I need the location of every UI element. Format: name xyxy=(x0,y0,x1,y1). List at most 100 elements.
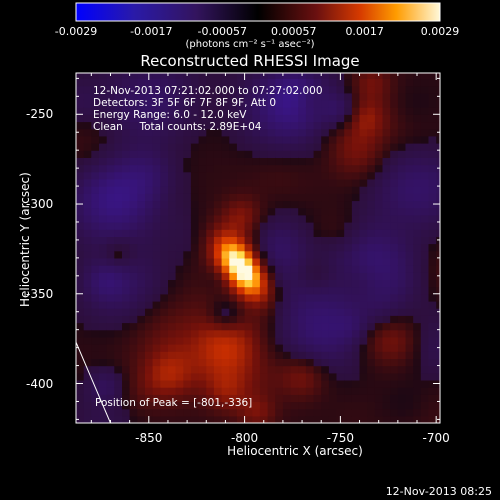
heatmap-cell xyxy=(198,300,207,309)
heatmap-cell xyxy=(99,150,108,158)
heatmap-cell xyxy=(259,293,269,302)
heatmap-cell xyxy=(374,107,384,115)
heatmap-cell xyxy=(168,121,177,130)
heatmap-cell xyxy=(351,78,361,87)
heatmap-cell xyxy=(91,336,100,345)
heatmap-cell xyxy=(390,279,399,288)
heatmap-cell xyxy=(336,344,345,352)
heatmap-cell xyxy=(160,178,169,187)
heatmap-cell xyxy=(436,329,440,338)
heatmap-cell xyxy=(91,387,100,395)
heatmap-cell xyxy=(321,128,330,137)
heatmap-cell xyxy=(359,222,368,230)
heatmap-cell xyxy=(290,379,299,388)
heatmap-cell xyxy=(275,164,284,173)
heatmap-cell xyxy=(305,351,315,359)
heatmap-cell xyxy=(83,78,92,87)
heatmap-cell xyxy=(336,394,345,403)
heatmap-cell xyxy=(298,329,307,338)
heatmap-cell xyxy=(206,286,215,295)
heatmap-cell xyxy=(229,358,238,367)
heatmap-cell xyxy=(267,300,276,309)
heatmap-cell xyxy=(206,85,215,94)
heatmap-cell xyxy=(397,351,407,359)
heatmap-cell xyxy=(91,143,100,151)
heatmap-cell xyxy=(91,372,100,381)
heatmap-cell xyxy=(436,387,440,395)
heatmap-cell xyxy=(106,214,115,223)
heatmap-cell xyxy=(397,135,407,144)
heatmap-cell xyxy=(259,78,269,87)
heatmap-cell xyxy=(236,351,246,359)
heatmap-cell xyxy=(129,379,138,388)
heatmap-cell xyxy=(160,164,169,173)
heatmap-cell xyxy=(367,272,376,280)
heatmap-cell xyxy=(336,200,345,209)
heatmap-cell xyxy=(236,114,246,123)
heatmap-cell xyxy=(313,315,322,324)
heatmap-cell xyxy=(252,164,261,173)
heatmap-cell xyxy=(390,121,399,130)
heatmap-cell xyxy=(152,164,161,173)
heatmap-cell xyxy=(145,387,154,395)
heatmap-cell xyxy=(229,401,238,410)
heatmap-cell xyxy=(99,85,108,94)
heatmap-cell xyxy=(83,207,92,216)
heatmap-cell xyxy=(114,387,123,395)
heatmap-cell xyxy=(160,394,169,403)
heatmap-cell xyxy=(359,186,368,194)
heatmap-cell xyxy=(436,78,440,87)
heatmap-cell xyxy=(267,394,276,403)
heatmap-cell xyxy=(336,250,345,259)
heatmap-cell xyxy=(190,78,200,87)
heatmap-cell xyxy=(397,99,407,108)
heatmap-cell xyxy=(145,85,154,94)
heatmap-cell xyxy=(405,257,414,266)
heatmap-cell xyxy=(236,286,246,295)
heatmap-cell xyxy=(336,401,345,410)
heatmap-cell xyxy=(405,272,414,280)
heatmap-cell xyxy=(267,73,276,79)
heatmap-cell xyxy=(267,401,276,410)
heatmap-cell xyxy=(229,272,238,280)
heatmap-cell xyxy=(145,336,154,345)
heatmap-cell xyxy=(129,265,138,273)
heatmap-cell xyxy=(83,322,92,331)
heatmap-cell xyxy=(137,286,146,295)
heatmap-cell xyxy=(160,222,169,230)
heatmap-cell xyxy=(282,286,292,295)
heatmap-cell xyxy=(405,229,414,237)
heatmap-cell xyxy=(122,171,131,180)
heatmap-cell xyxy=(351,222,361,230)
heatmap-cell xyxy=(152,92,161,101)
heatmap-cell xyxy=(298,78,307,87)
heatmap-cell xyxy=(183,171,192,180)
heatmap-cell xyxy=(252,171,261,180)
heatmap-cell xyxy=(336,286,345,295)
heatmap-cell xyxy=(336,365,345,374)
heatmap-cell xyxy=(397,150,407,158)
heatmap-cell xyxy=(305,121,315,130)
heatmap-cell xyxy=(160,272,169,280)
heatmap-cell xyxy=(137,293,146,302)
heatmap-cell xyxy=(374,293,384,302)
heatmap-cell xyxy=(298,207,307,216)
heatmap-cell xyxy=(367,107,376,115)
heatmap-cell xyxy=(213,250,223,259)
heatmap-cell xyxy=(328,150,338,158)
heatmap-cell xyxy=(190,379,200,388)
heatmap-cell xyxy=(175,207,184,216)
heatmap-cell xyxy=(390,250,399,259)
heatmap-cell xyxy=(267,121,276,130)
heatmap-cell xyxy=(198,171,207,180)
heatmap-cell xyxy=(351,279,361,288)
heatmap-cell xyxy=(313,186,322,194)
heatmap-cell xyxy=(305,379,315,388)
heatmap-cell xyxy=(206,92,215,101)
heatmap-cell xyxy=(420,229,430,237)
heatmap-cell xyxy=(336,272,345,280)
heatmap-cell xyxy=(397,344,407,352)
heatmap-cell xyxy=(313,358,322,367)
heatmap-cell xyxy=(359,351,368,359)
heatmap-cell xyxy=(145,128,154,137)
